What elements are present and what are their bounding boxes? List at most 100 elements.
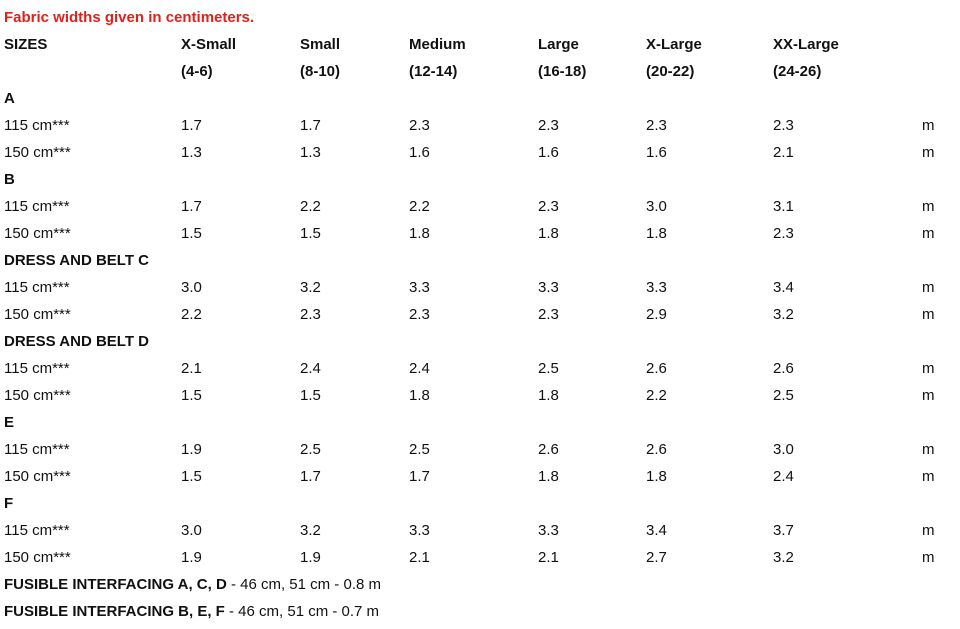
- fabric-width: 115 cm***: [4, 117, 70, 134]
- yardage-value: 1.9: [300, 549, 321, 566]
- fabric-width: 150 cm***: [4, 468, 71, 485]
- yardage-value: 3.4: [646, 522, 667, 539]
- fabric-row: 150 cm*** 1.5 1.7 1.7 1.8 1.8 2.4 m: [4, 463, 954, 490]
- yardage-value: 2.3: [773, 117, 794, 134]
- yardage-value: 1.8: [409, 387, 430, 404]
- yardage-value: 2.2: [409, 198, 430, 215]
- unit-label: m: [922, 306, 935, 323]
- yardage-value: 3.3: [409, 522, 430, 539]
- yardage-value: 3.2: [773, 306, 794, 323]
- yardage-value: 1.7: [409, 468, 430, 485]
- sizes-header-row: SIZES X-Small Small Medium Large X-Large…: [4, 31, 954, 58]
- yardage-value: 2.3: [538, 198, 559, 215]
- yardage-value: 1.5: [181, 225, 202, 242]
- size-range: (8-10): [300, 63, 341, 80]
- yardage-value: 1.8: [538, 468, 559, 485]
- yardage-value: 2.2: [181, 306, 202, 323]
- yardage-value: 2.3: [538, 117, 559, 134]
- yardage-value: 1.5: [300, 225, 321, 242]
- section-title: E: [4, 414, 15, 431]
- size-name: XX-Large: [773, 36, 839, 53]
- unit-label: m: [922, 198, 935, 215]
- fabric-width-note: Fabric widths given in centimeters.: [4, 9, 255, 26]
- sections-container: A 115 cm*** 1.7 1.7 2.3 2.3 2.3 2.3 m 150 cm*** 1.…: [4, 85, 954, 571]
- fabric-width: 150 cm***: [4, 144, 71, 161]
- unit-label: m: [922, 468, 935, 485]
- yardage-value: 2.7: [646, 549, 667, 566]
- unit-label: m: [922, 360, 935, 377]
- size-range: (16-18): [538, 63, 587, 80]
- fabric-width: 115 cm***: [4, 522, 70, 539]
- yardage-value: 1.7: [181, 117, 202, 134]
- fabric-width: 150 cm***: [4, 306, 71, 323]
- yardage-value: 2.2: [646, 387, 667, 404]
- yardage-value: 1.8: [646, 468, 667, 485]
- fabric-width: 115 cm***: [4, 360, 70, 377]
- fabric-row: 150 cm*** 1.3 1.3 1.6 1.6 1.6 2.1 m: [4, 139, 954, 166]
- yardage-value: 2.9: [646, 306, 667, 323]
- fabric-row: 150 cm*** 1.5 1.5 1.8 1.8 2.2 2.5 m: [4, 382, 954, 409]
- yardage-value: 2.5: [538, 360, 559, 377]
- unit-label: m: [922, 522, 935, 539]
- section-title: A: [4, 90, 15, 107]
- yardage-value: 2.4: [409, 360, 430, 377]
- yardage-value: 2.1: [409, 549, 430, 566]
- yardage-value: 1.7: [300, 117, 321, 134]
- yardage-value: 1.8: [409, 225, 430, 242]
- size-range: (4-6): [181, 63, 213, 80]
- section-title-row: F: [4, 490, 954, 517]
- yardage-value: 2.4: [300, 360, 321, 377]
- yardage-value: 2.3: [409, 306, 430, 323]
- yardage-value: 1.6: [538, 144, 559, 161]
- yardage-value: 2.1: [773, 144, 794, 161]
- yardage-value: 3.3: [646, 279, 667, 296]
- yardage-value: 1.3: [181, 144, 202, 161]
- yardage-value: 1.8: [646, 225, 667, 242]
- unit-label: m: [922, 144, 935, 161]
- yardage-value: 3.0: [181, 279, 202, 296]
- fusible-detail: - 46 cm, 51 cm - 0.7 m: [224, 603, 380, 620]
- fabric-row: 115 cm*** 1.7 2.2 2.2 2.3 3.0 3.1 m: [4, 193, 954, 220]
- yardage-value: 2.5: [773, 387, 794, 404]
- unit-label: m: [922, 225, 935, 242]
- fabric-width: 150 cm***: [4, 549, 71, 566]
- fabric-row: 150 cm*** 1.9 1.9 2.1 2.1 2.7 3.2 m: [4, 544, 954, 571]
- unit-label: m: [922, 549, 935, 566]
- fabric-row: 115 cm*** 3.0 3.2 3.3 3.3 3.3 3.4 m: [4, 274, 954, 301]
- section-title: B: [4, 171, 15, 188]
- section-title-row: A: [4, 85, 954, 112]
- sizes-label: SIZES: [4, 36, 48, 53]
- fabric-row: 150 cm*** 2.2 2.3 2.3 2.3 2.9 3.2 m: [4, 301, 954, 328]
- unit-label: m: [922, 117, 935, 134]
- yardage-value: 1.3: [300, 144, 321, 161]
- yardage-value: 2.6: [646, 441, 667, 458]
- yardage-value: 1.5: [181, 387, 202, 404]
- size-name: X-Large: [646, 36, 702, 53]
- yardage-value: 2.3: [538, 306, 559, 323]
- yardage-value: 3.7: [773, 522, 794, 539]
- fabric-row: 150 cm*** 1.5 1.5 1.8 1.8 1.8 2.3 m: [4, 220, 954, 247]
- size-range: (20-22): [646, 63, 695, 80]
- fusible-label: FUSIBLE INTERFACING A, C, D: [4, 576, 227, 593]
- yardage-value: 3.0: [181, 522, 202, 539]
- fabric-width: 115 cm***: [4, 441, 70, 458]
- yardage-value: 2.4: [773, 468, 794, 485]
- yardage-value: 1.5: [181, 468, 202, 485]
- fabric-width: 115 cm***: [4, 198, 70, 215]
- unit-label: m: [922, 279, 935, 296]
- section-title-row: B: [4, 166, 954, 193]
- fabric-row: 115 cm*** 1.9 2.5 2.5 2.6 2.6 3.0 m: [4, 436, 954, 463]
- yardage-value: 1.6: [646, 144, 667, 161]
- yardage-value: 2.5: [409, 441, 430, 458]
- yardage-value: 1.8: [538, 225, 559, 242]
- fabric-row: 115 cm*** 3.0 3.2 3.3 3.3 3.4 3.7 m: [4, 517, 954, 544]
- yardage-value: 1.7: [300, 468, 321, 485]
- yardage-value: 3.0: [646, 198, 667, 215]
- yardage-value: 2.3: [646, 117, 667, 134]
- yardage-value: 2.1: [538, 549, 559, 566]
- size-name: Large: [538, 36, 579, 53]
- yardage-value: 3.4: [773, 279, 794, 296]
- size-range: (24-26): [773, 63, 822, 80]
- yardage-value: 1.8: [538, 387, 559, 404]
- yardage-value: 2.3: [409, 117, 430, 134]
